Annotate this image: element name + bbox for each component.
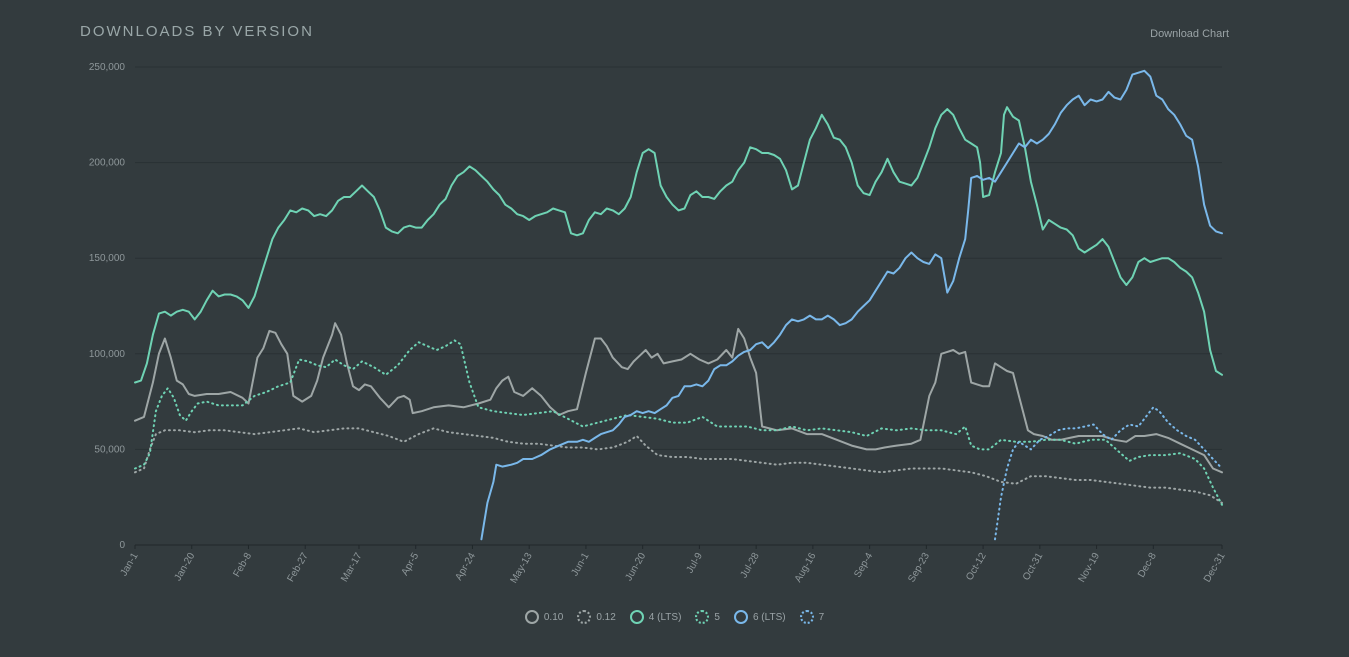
chart-legend: 0.10 0.12 4 (LTS) 5 6 (LTS) 7 [0, 610, 1349, 624]
x-tick-label: Feb-27 [285, 551, 311, 584]
chart-title: DOWNLOADS BY VERSION [80, 23, 314, 40]
legend-swatch-icon [629, 610, 644, 624]
legend-swatch-icon [524, 610, 539, 624]
legend-label: 7 [818, 611, 825, 623]
legend-swatch-icon [733, 610, 748, 624]
legend-label: 4 (LTS) [648, 611, 682, 623]
legend-swatch-icon [799, 610, 814, 624]
chart-grid [135, 66, 1222, 546]
legend-item[interactable]: 6 (LTS) [733, 610, 786, 624]
legend-label: 0.12 [596, 611, 616, 623]
series-line-7 [994, 406, 1223, 541]
legend-item[interactable]: 7 [799, 610, 825, 624]
legend-swatch-icon [577, 610, 592, 624]
y-tick-label: 100,000 [89, 349, 126, 360]
x-tick-label: Dec-31 [1202, 551, 1228, 585]
x-tick-label: Oct-12 [964, 551, 989, 583]
series-line-0-10 [134, 322, 1223, 474]
chart-series [134, 69, 1223, 541]
legend-swatch-icon [695, 610, 710, 624]
y-tick-label: 250,000 [89, 62, 126, 73]
x-tick-label: Oct-31 [1021, 551, 1046, 583]
series-line-6-lts- [480, 69, 1223, 541]
y-axis: 0 50,000 100,000 150,000 200,000 250,000 [89, 62, 126, 551]
x-tick-label: Aug-16 [793, 551, 819, 585]
y-tick-label: 200,000 [89, 158, 126, 169]
x-tick-label: Sep-23 [906, 551, 932, 585]
download-chart-button[interactable]: Download Chart [1150, 28, 1229, 40]
series-line-0-12 [134, 427, 1223, 504]
x-tick-label: Jul-28 [739, 551, 762, 580]
x-tick-label: Dec-8 [1136, 551, 1159, 580]
x-tick-label: Nov-19 [1077, 551, 1103, 585]
x-tick-label: Jun-20 [623, 551, 648, 583]
x-tick-label: Jul-9 [685, 551, 706, 576]
y-tick-label: 150,000 [89, 253, 126, 264]
x-tick-label: Jan-1 [119, 551, 141, 579]
x-tick-label: Jan-20 [173, 551, 198, 583]
legend-label: 0.10 [543, 611, 564, 623]
legend-item[interactable]: 5 [695, 610, 720, 624]
x-tick-label: Apr-24 [454, 551, 479, 583]
series-line-4-lts- [134, 106, 1223, 384]
legend-item[interactable]: 0.12 [577, 610, 616, 624]
x-tick-label: Apr-5 [400, 551, 422, 578]
x-axis: Jan-1 Jan-20 Feb-8 Feb-27 Mar-17 Apr-5 Apr-24 M… [119, 544, 1228, 586]
x-tick-label: May-13 [509, 551, 535, 586]
legend-item[interactable]: 4 (LTS) [629, 610, 682, 624]
legend-label: 5 [714, 611, 720, 623]
legend-item[interactable]: 0.10 [524, 610, 564, 624]
x-tick-label: Mar-17 [339, 551, 365, 584]
legend-label: 6 (LTS) [752, 611, 786, 623]
y-tick-label: 50,000 [94, 444, 125, 455]
x-tick-label: Feb-8 [231, 551, 254, 580]
series-line-5 [134, 339, 1223, 506]
x-tick-label: Sep-4 [852, 551, 875, 580]
y-tick-label: 0 [119, 540, 125, 551]
x-tick-label: Jun-1 [569, 551, 591, 579]
